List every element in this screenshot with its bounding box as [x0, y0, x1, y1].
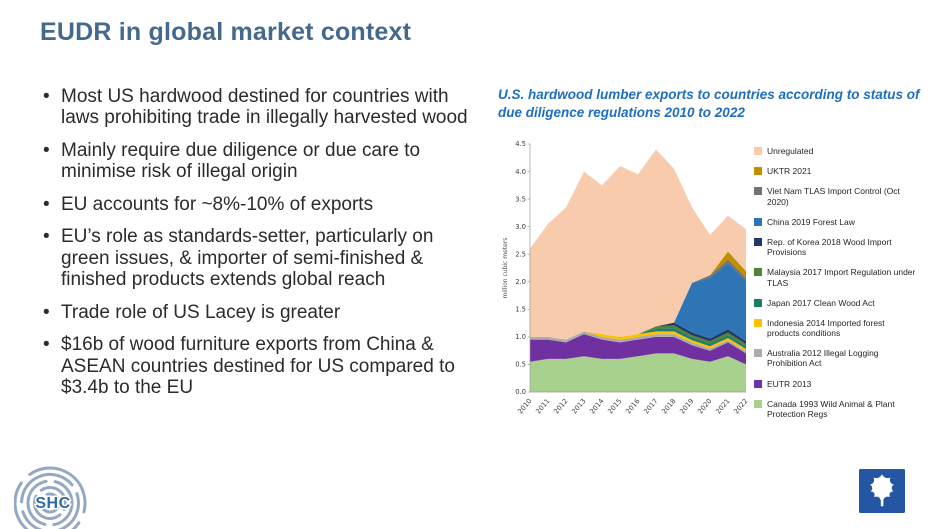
- legend-swatch-icon: [754, 399, 762, 408]
- area-series-0: [530, 353, 746, 392]
- legend-item: Japan 2017 Clean Wood Act: [754, 298, 938, 308]
- legend-item: Viet Nam TLAS Import Control (Oct 2020): [754, 186, 938, 207]
- legend-label: Malaysia 2017 Import Regulation under TL…: [767, 267, 916, 288]
- x-tick-label: 2014: [588, 397, 605, 415]
- bullet-item: Mainly require due diligence or due care…: [40, 140, 478, 183]
- ahec-logo: [859, 469, 905, 513]
- y-tick-label: 4.0: [515, 168, 526, 176]
- y-tick-label: 2.5: [515, 250, 526, 258]
- bullet-item: Trade role of US Lacey is greater: [40, 302, 478, 324]
- chart-title: U.S. hardwood lumber exports to countrie…: [498, 87, 920, 120]
- x-tick-label: 2018: [660, 397, 677, 415]
- x-tick-label: 2015: [606, 397, 623, 415]
- legend-swatch-icon: [754, 237, 762, 246]
- legend-label: Canada 1993 Wild Animal & Plant Protecti…: [767, 398, 895, 419]
- y-tick-label: 2.0: [515, 278, 526, 286]
- legend-swatch-icon: [754, 167, 762, 176]
- legend-label: China 2019 Forest Law: [767, 216, 855, 227]
- legend-item: Indonesia 2014 Imported forest products …: [754, 318, 938, 338]
- legend-swatch-icon: [754, 298, 762, 307]
- area-series-7: [530, 263, 746, 342]
- y-tick-label: 0.5: [515, 361, 526, 369]
- bullet-item: Most US hardwood destined for countries …: [40, 86, 478, 129]
- legend-swatch-icon: [754, 217, 762, 226]
- x-tick-label: 2021: [714, 397, 731, 415]
- legend-label: UKTR 2021: [767, 166, 812, 177]
- legend-item: Australia 2012 Illegal Logging Prohibiti…: [754, 348, 938, 368]
- x-tick-label: 2011: [534, 397, 551, 415]
- legend-swatch-icon: [754, 187, 762, 196]
- legend-label: EUTR 2013: [767, 378, 812, 389]
- bullet-list: Most US hardwood destined for countries …: [40, 86, 478, 410]
- legend-item: Unregulated: [754, 146, 938, 156]
- legend-swatch-icon: [754, 349, 762, 358]
- area-series-9: [530, 251, 746, 340]
- legend-label: Viet Nam TLAS Import Control (Oct 2020): [767, 186, 900, 207]
- bullet-item: EU’s role as standards-setter, particula…: [40, 226, 478, 290]
- legend-label: Japan 2017 Clean Wood Act: [767, 297, 875, 308]
- chart-legend: Unregulated UKTR 2021 Viet Nam TLAS Import…: [750, 136, 938, 429]
- legend-label: Rep. of Korea 2018 Wood Import Provision…: [767, 236, 892, 258]
- x-tick-label: 2017: [642, 397, 659, 415]
- chart-region: 0.0 0.5 1.0 1.5 2.0 2.5 3.0 3.5 4.0 4.5 2010 2011 20…: [500, 136, 938, 446]
- area-series-1: [530, 334, 746, 365]
- legend-label: Indonesia 2014 Imported forest products …: [767, 317, 885, 339]
- legend-item: Rep. of Korea 2018 Wood Import Provision…: [754, 237, 938, 257]
- oak-leaf-icon: [870, 474, 894, 500]
- bullet-item: $16b of wood furniture exports from Chin…: [40, 334, 478, 398]
- area-series-3: [530, 331, 746, 352]
- y-tick-label: 1.0: [515, 333, 526, 341]
- legend-label: Australia 2012 Illegal Logging Prohibiti…: [767, 348, 879, 369]
- legend-swatch-icon: [754, 147, 762, 155]
- bullet-item: EU accounts for ~8%-10% of exports: [40, 194, 478, 216]
- legend-item: Malaysia 2017 Import Regulation under TL…: [754, 267, 938, 288]
- legend-label: Unregulated: [767, 146, 814, 156]
- x-tick-label: 2019: [678, 397, 695, 415]
- y-tick-label: 4.5: [515, 140, 526, 148]
- legend-item: EUTR 2013: [754, 379, 938, 389]
- y-tick-label: 3.5: [515, 195, 526, 203]
- y-tick-label: 1.5: [515, 306, 526, 314]
- legend-swatch-icon: [754, 268, 762, 277]
- fingerprint-circles-icon: [14, 466, 87, 529]
- x-tick-label: 2020: [696, 397, 713, 415]
- legend-item: China 2019 Forest Law: [754, 217, 938, 227]
- x-tick-label: 2022: [732, 397, 749, 415]
- y-axis-label: million cubic meters: [502, 238, 509, 299]
- x-tick-label: 2016: [624, 397, 641, 415]
- legend-swatch-icon: [754, 318, 762, 327]
- shc-logo-text: SHC: [35, 495, 70, 512]
- x-tick-label: 2010: [516, 397, 533, 415]
- y-tick-label: 3.0: [515, 223, 526, 231]
- legend-item: UKTR 2021: [754, 166, 938, 176]
- page-title: EUDR in global market context: [40, 18, 412, 46]
- x-tick-label: 2013: [570, 397, 587, 415]
- oak-leaf-stem-icon: [880, 499, 884, 507]
- legend-item: Canada 1993 Wild Animal & Plant Protecti…: [754, 399, 938, 419]
- x-tick-label: 2012: [552, 397, 569, 415]
- shc-logo: SHC: [14, 466, 87, 529]
- area-series-10: [530, 149, 746, 340]
- y-tick-label: 0.0: [515, 388, 526, 396]
- legend-swatch-icon: [754, 379, 762, 388]
